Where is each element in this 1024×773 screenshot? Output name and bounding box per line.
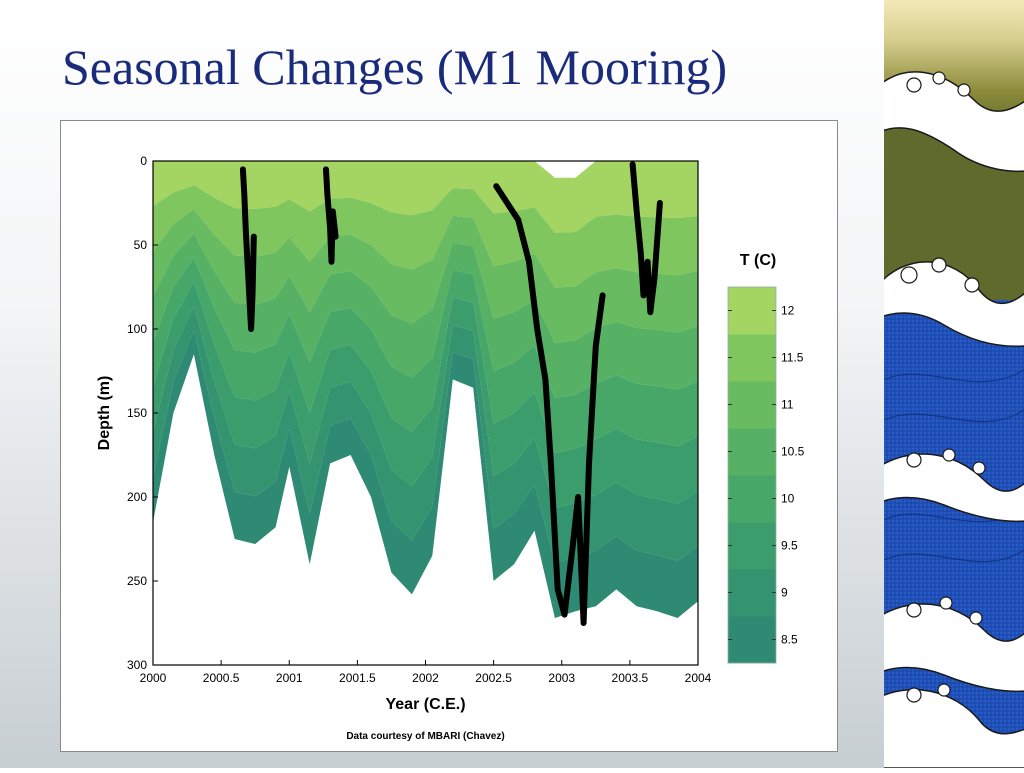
colorbar-border <box>727 286 777 664</box>
x-tick-label: 2000 <box>140 671 167 685</box>
colorbar-tick-label: 10 <box>781 492 795 506</box>
colorbar-swatch-11 <box>728 381 776 429</box>
x-axis: 2000 2000.5 2001 2001.5 2002 2002.5 2003 2003.5… <box>140 660 712 685</box>
wave-art <box>873 0 1024 769</box>
y-tick-label: 300 <box>127 658 147 672</box>
contour-band-12 <box>153 161 698 233</box>
y-tick-label: 100 <box>127 322 147 336</box>
colorbar-swatch-9.5 <box>728 522 776 570</box>
contour-band-10 <box>153 257 698 453</box>
colorbar-tick-label: 8.5 <box>781 633 798 647</box>
isotherm-lines <box>239 161 663 626</box>
x-tick-label: 2002 <box>412 671 439 685</box>
colorbar-swatch-9 <box>728 569 776 617</box>
isotherm-segment-1 <box>239 166 257 332</box>
colorbar-tick-label: 10.5 <box>781 445 805 459</box>
contour-band-9 <box>153 305 698 563</box>
wave-decoration <box>873 0 1024 769</box>
colorbar-swatch-10 <box>728 475 776 523</box>
x-tick-label: 2001.5 <box>339 671 376 685</box>
slide-title: Seasonal Changes (M1 Mooring) <box>62 39 728 95</box>
data-credit-caption: Data courtesy of MBARI (Chavez) <box>346 731 504 742</box>
x-tick-label: 2003 <box>548 671 575 685</box>
x-tick-label: 2003.5 <box>612 671 649 685</box>
chart-figure: 2000 2000.5 2001 2001.5 2002 2002.5 2003 2003.5… <box>60 120 838 752</box>
temperature-depth-chart: 2000 2000.5 2001 2001.5 2002 2002.5 2003 2003.5… <box>96 154 805 742</box>
y-tick-label: 250 <box>127 574 147 588</box>
contour-band-8.5 <box>153 330 698 618</box>
wave-curls <box>900 71 986 703</box>
contour-band-10.5 <box>153 233 698 398</box>
isotherm-segment-3 <box>493 183 606 626</box>
y-tick-label: 50 <box>134 238 148 252</box>
colorbar-tick-label: 9 <box>781 586 788 600</box>
colorbar-tick-label: 12 <box>781 304 795 318</box>
y-tick-label: 200 <box>127 490 147 504</box>
temperature-contour-fills <box>153 161 698 618</box>
x-tick-label: 2001 <box>276 671 303 685</box>
colorbar-tick-label: 11.5 <box>781 351 804 365</box>
y-tick-label: 150 <box>127 406 147 420</box>
contour-band-11.5 <box>153 185 698 288</box>
x-tick-label: 2000.5 <box>203 671 240 685</box>
contour-band-11 <box>153 209 698 343</box>
colorbar-title: T (C) <box>740 252 776 269</box>
isotherm-segment-4 <box>629 161 663 316</box>
x-tick-label: 2002.5 <box>475 671 512 685</box>
colorbar-swatch-8.5 <box>728 616 776 664</box>
contour-band-9.5 <box>153 281 698 508</box>
colorbar-swatch-12 <box>728 287 776 335</box>
y-axis: 0 50 100 150 200 250 300 <box>127 154 158 672</box>
x-axis-label: Year (C.E.) <box>385 696 465 713</box>
y-axis-label: Depth (m) <box>96 376 113 451</box>
isotherm-segment-2 <box>323 166 339 265</box>
x-tick-label: 2004 <box>685 671 712 685</box>
colorbar-tick-label: 9.5 <box>781 539 798 553</box>
y-tick-label: 0 <box>140 154 147 168</box>
colorbar-swatch-10.5 <box>728 428 776 476</box>
colorbar: 8.5 9 9.5 10 10.5 11 11.5 12 <box>727 286 805 664</box>
colorbar-tick-label: 11 <box>781 398 794 412</box>
colorbar-swatch-11.5 <box>728 334 776 382</box>
